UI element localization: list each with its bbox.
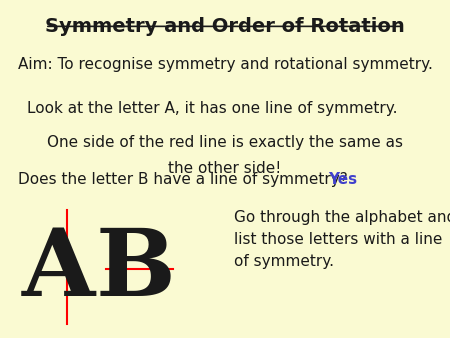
Text: Look at the letter A, it has one line of symmetry.: Look at the letter A, it has one line of… xyxy=(27,101,397,116)
Text: A: A xyxy=(22,225,95,315)
Text: Yes: Yes xyxy=(328,172,358,187)
Text: B: B xyxy=(95,225,175,315)
Text: the other side!: the other side! xyxy=(168,161,282,175)
Text: Aim: To recognise symmetry and rotational symmetry.: Aim: To recognise symmetry and rotationa… xyxy=(18,57,433,72)
Text: One side of the red line is exactly the same as: One side of the red line is exactly the … xyxy=(47,135,403,150)
Text: Does the letter B have a line of symmetry?: Does the letter B have a line of symmetr… xyxy=(18,172,348,187)
Text: Go through the alphabet and
list those letters with a line
of symmetry.: Go through the alphabet and list those l… xyxy=(234,210,450,269)
Text: Symmetry and Order of Rotation: Symmetry and Order of Rotation xyxy=(45,17,405,36)
